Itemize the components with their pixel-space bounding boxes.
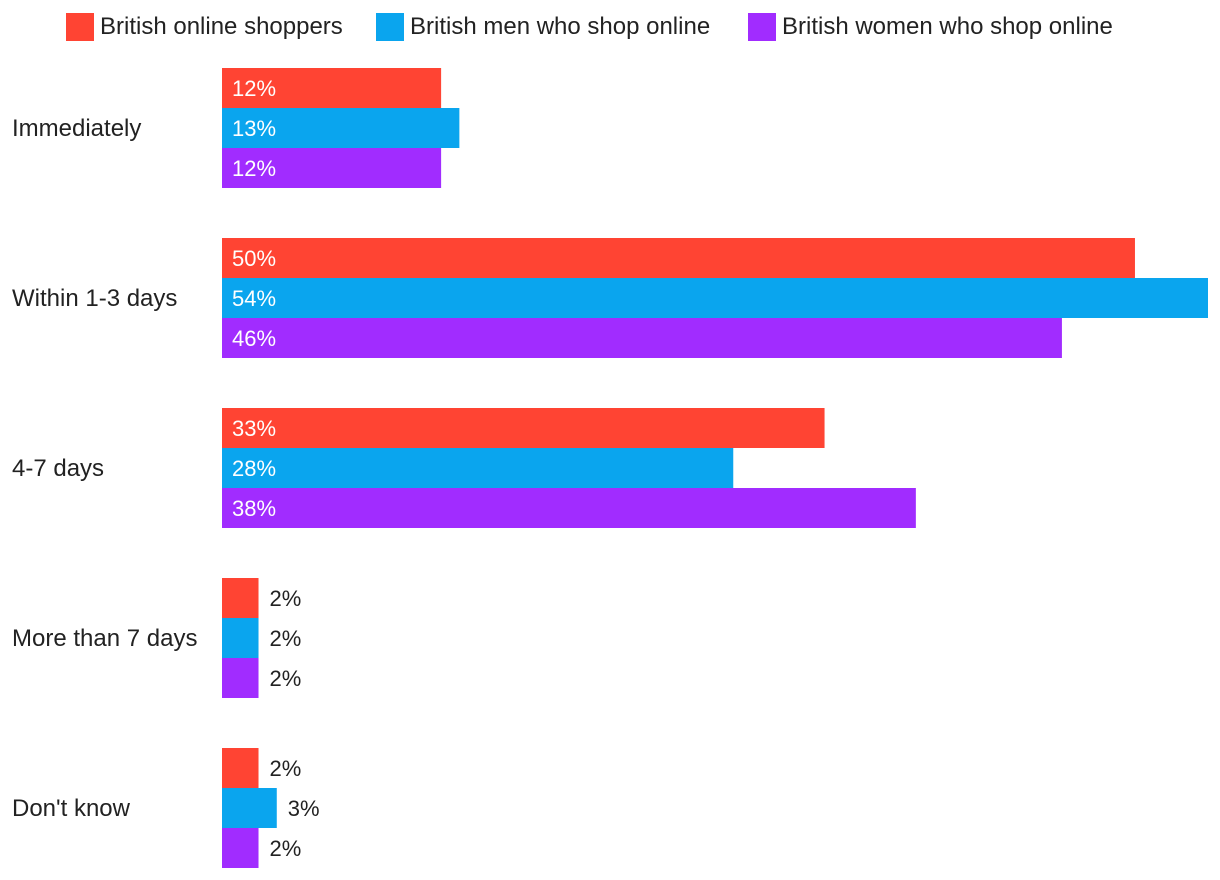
value-label-immediately-british-women-who-shop-online: 12% xyxy=(232,156,276,181)
bars: 12% 13% 12% 50% 54% 46% 33% 28% 38% 2% 2% 2% 2% 3% 2% xyxy=(222,68,1208,868)
bar-4-7-days-british-men-who-shop-online xyxy=(222,448,734,488)
bar-within-1-3-days-british-women-who-shop-online xyxy=(222,318,1062,358)
category-label-4-7-days: 4-7 days xyxy=(12,455,104,482)
value-label-more-than-7-days-british-online-shoppers: 2% xyxy=(270,586,302,611)
value-label-immediately-british-men-who-shop-online: 13% xyxy=(232,116,276,141)
bar-within-1-3-days-british-online-shoppers xyxy=(222,238,1135,278)
legend-label-british-online-shoppers: British online shoppers xyxy=(100,13,343,40)
bar-more-than-7-days-british-online-shoppers xyxy=(222,578,259,618)
category-label-more-than-7-days: More than 7 days xyxy=(12,625,197,652)
value-label-don-t-know-british-online-shoppers: 2% xyxy=(270,756,302,781)
bar-more-than-7-days-british-men-who-shop-online xyxy=(222,618,259,658)
bar-immediately-british-women-who-shop-online xyxy=(222,148,442,188)
value-label-don-t-know-british-women-who-shop-online: 2% xyxy=(270,836,302,861)
category-labels: Immediately Within 1-3 days 4-7 days More t… xyxy=(12,115,197,822)
bar-4-7-days-british-women-who-shop-online xyxy=(222,488,916,528)
legend-swatch-british-women-who-shop-online xyxy=(748,13,776,41)
legend-label-british-women-who-shop-online: British women who shop online xyxy=(782,13,1113,40)
bar-don-t-know-british-online-shoppers xyxy=(222,748,259,788)
category-label-within-1-3-days: Within 1-3 days xyxy=(12,285,177,312)
category-label-immediately: Immediately xyxy=(12,115,141,142)
value-label-more-than-7-days-british-men-who-shop-online: 2% xyxy=(270,626,302,651)
value-label-immediately-british-online-shoppers: 12% xyxy=(232,76,276,101)
value-label-within-1-3-days-british-online-shoppers: 50% xyxy=(232,246,276,271)
bar-don-t-know-british-women-who-shop-online xyxy=(222,828,259,868)
bar-immediately-british-men-who-shop-online xyxy=(222,108,460,148)
value-label-more-than-7-days-british-women-who-shop-online: 2% xyxy=(270,666,302,691)
value-label-4-7-days-british-women-who-shop-online: 38% xyxy=(232,496,276,521)
bar-4-7-days-british-online-shoppers xyxy=(222,408,825,448)
value-label-4-7-days-british-online-shoppers: 33% xyxy=(232,416,276,441)
bar-more-than-7-days-british-women-who-shop-online xyxy=(222,658,259,698)
legend-label-british-men-who-shop-online: British men who shop online xyxy=(410,13,710,40)
bar-within-1-3-days-british-men-who-shop-online xyxy=(222,278,1208,318)
bar-don-t-know-british-men-who-shop-online xyxy=(222,788,277,828)
value-label-within-1-3-days-british-men-who-shop-online: 54% xyxy=(232,286,276,311)
bar-immediately-british-online-shoppers xyxy=(222,68,442,108)
value-label-don-t-know-british-men-who-shop-online: 3% xyxy=(288,796,320,821)
legend: British online shoppers British men who s… xyxy=(66,13,1113,41)
value-label-within-1-3-days-british-women-who-shop-online: 46% xyxy=(232,326,276,351)
category-label-don-t-know: Don't know xyxy=(12,795,131,822)
value-label-4-7-days-british-men-who-shop-online: 28% xyxy=(232,456,276,481)
legend-swatch-british-men-who-shop-online xyxy=(376,13,404,41)
legend-swatch-british-online-shoppers xyxy=(66,13,94,41)
